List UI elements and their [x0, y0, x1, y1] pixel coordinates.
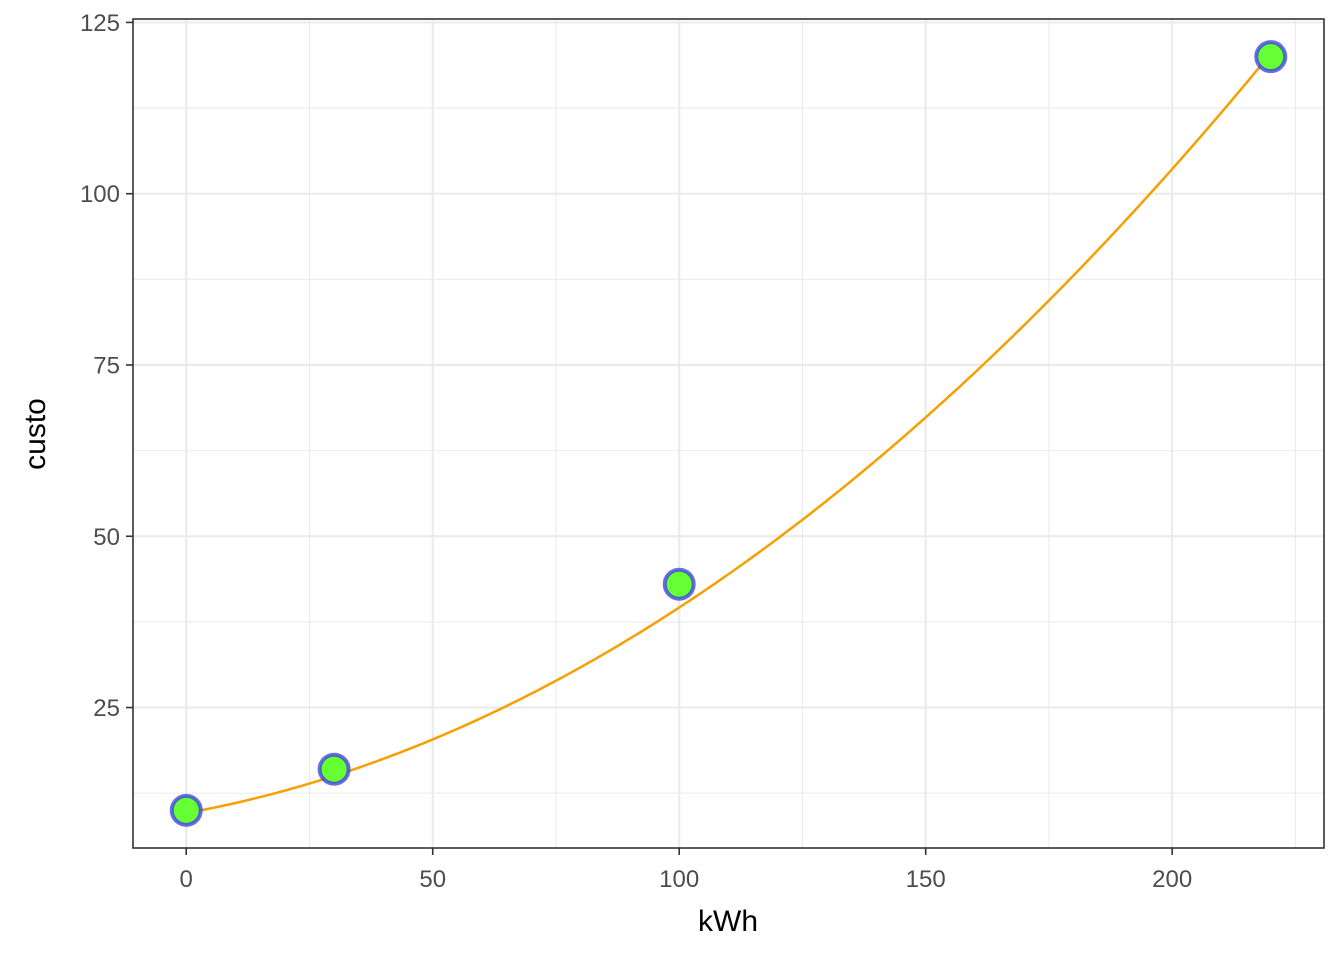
x-tick-label: 200 [1152, 866, 1192, 893]
x-tick-label: 150 [906, 866, 946, 893]
data-point [317, 752, 351, 786]
y-axis-ticks: 25 50 75 100 125 [80, 10, 133, 722]
y-tick-label: 125 [80, 10, 120, 37]
x-axis-title: kWh [698, 905, 758, 938]
y-tick-label: 25 [93, 695, 120, 722]
x-tick-label: 0 [180, 866, 193, 893]
x-tick-label: 50 [419, 866, 446, 893]
data-points [169, 40, 1288, 827]
data-point [169, 793, 203, 827]
y-tick-label: 50 [93, 524, 120, 551]
minor-grid [133, 19, 1324, 848]
y-axis-title: custo [19, 398, 52, 470]
x-tick-label: 100 [659, 866, 699, 893]
panel-border [132, 18, 1325, 849]
fit-curve [186, 52, 1272, 815]
y-tick-label: 100 [80, 181, 120, 208]
major-grid [133, 19, 1324, 848]
data-point [662, 567, 696, 601]
y-tick-label: 75 [93, 352, 120, 379]
data-point [1254, 40, 1288, 74]
x-axis-ticks: 0 50 100 150 200 [180, 848, 1192, 893]
